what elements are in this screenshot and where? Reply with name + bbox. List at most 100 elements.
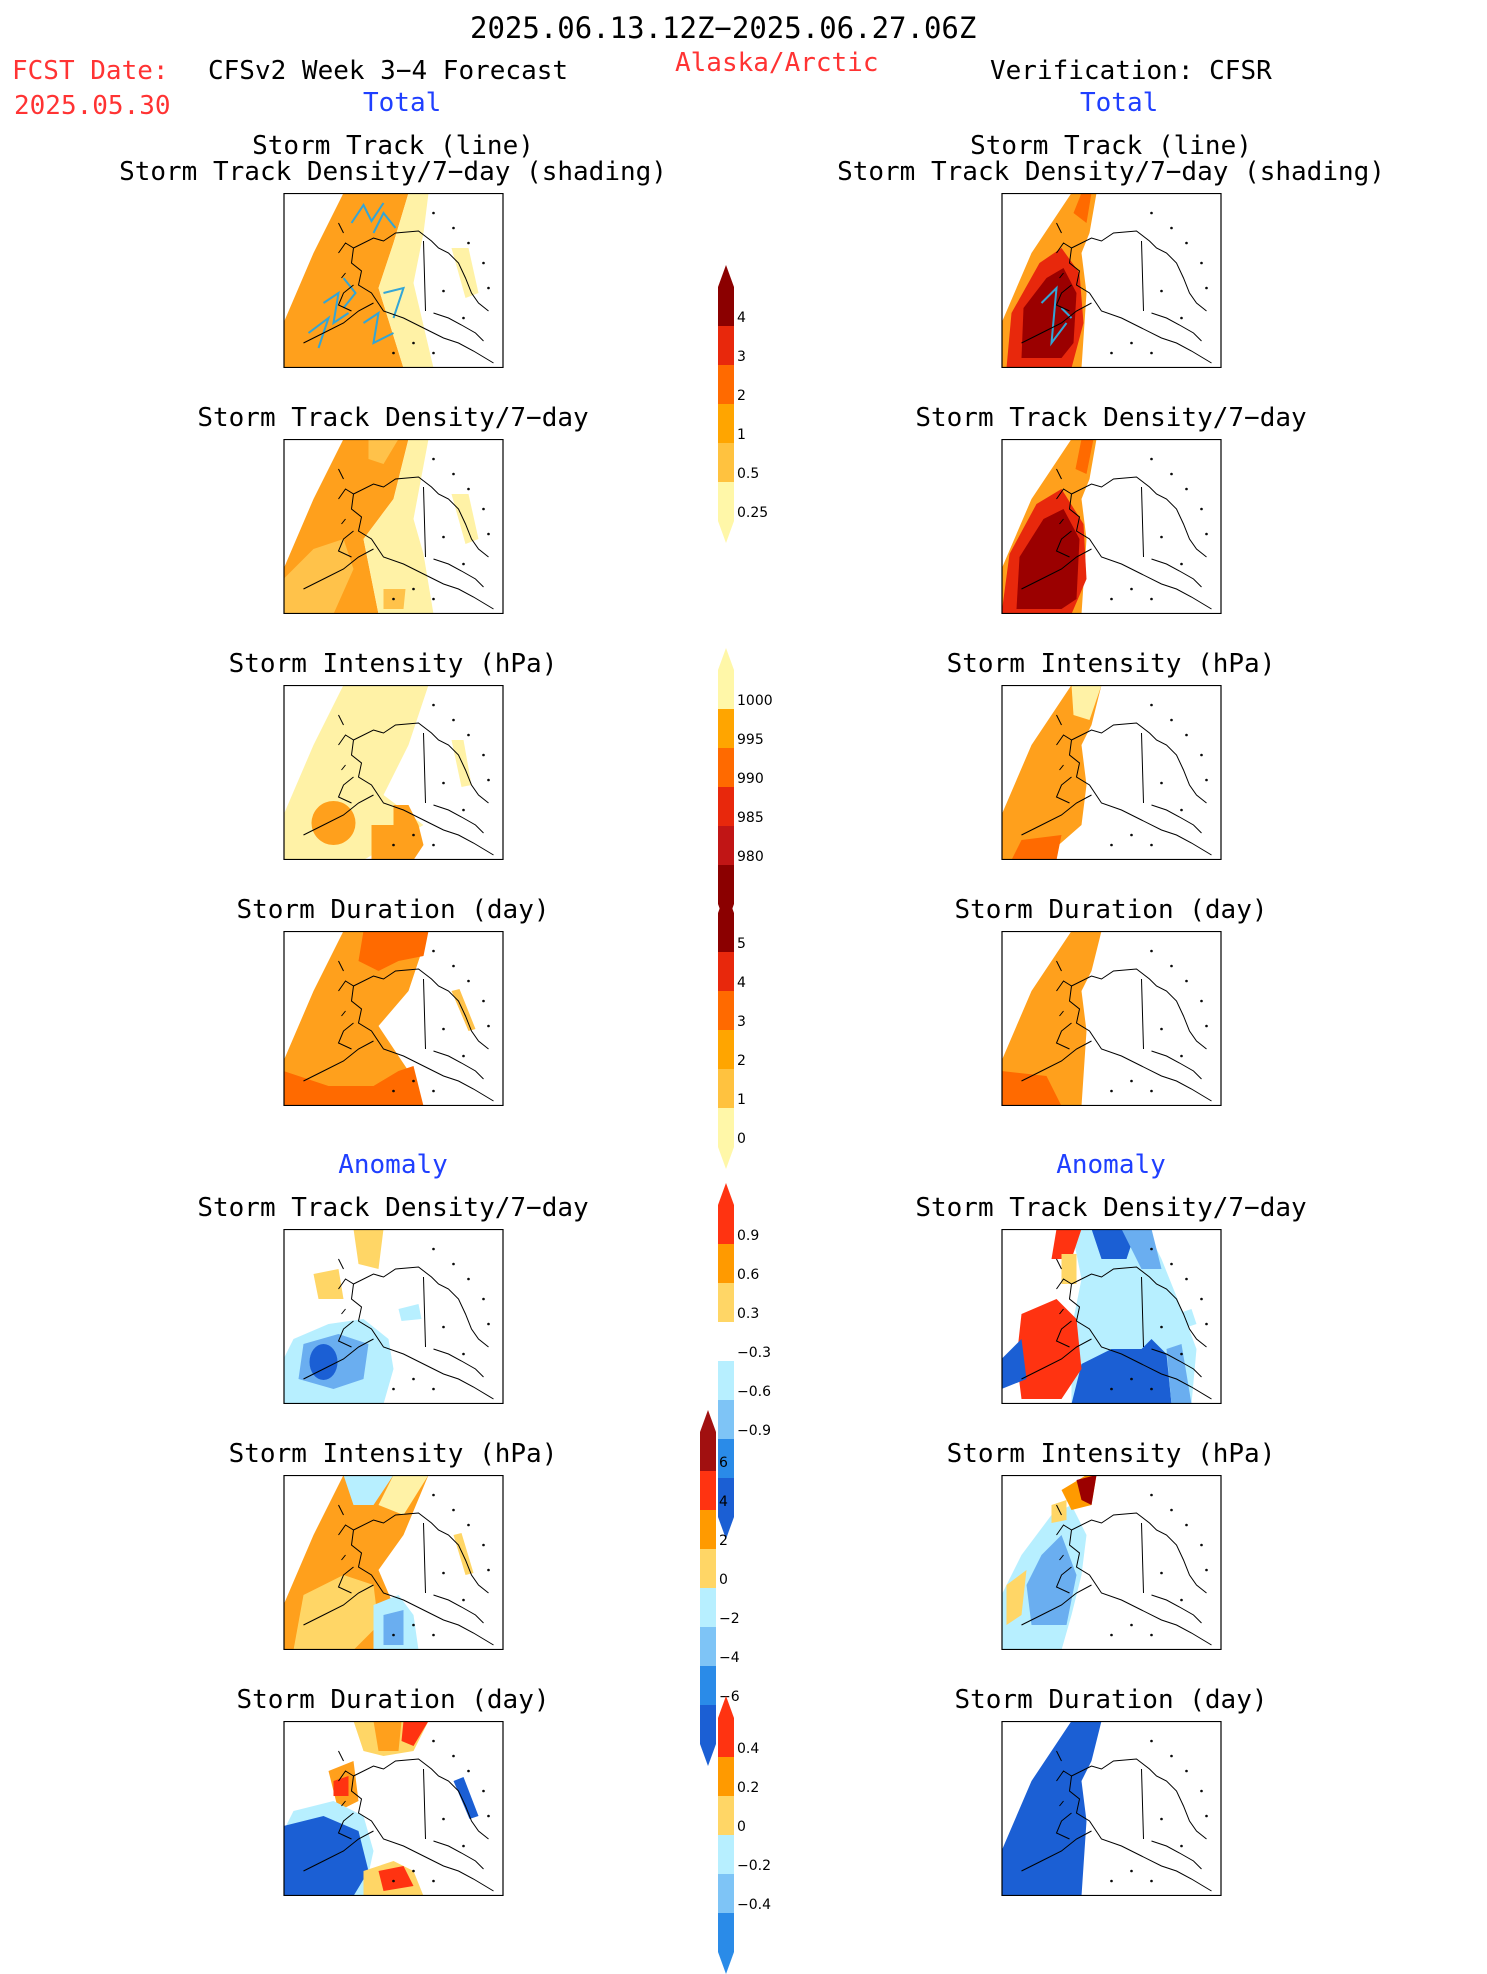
coastline [303, 1258, 494, 1400]
colorbar-tick-label: −0.2 [737, 1858, 771, 1874]
map-forecast-density-anomaly [283, 1229, 504, 1404]
colorbar-segment [718, 1874, 734, 1913]
colorbar-segment [700, 1549, 716, 1588]
coastline [303, 1504, 494, 1646]
right-intensity-title: Storm Intensity (hPa) [946, 649, 1276, 679]
colorbar-bottom-arrow [718, 1147, 734, 1169]
colorbar-tick-label: 3 [737, 1014, 746, 1030]
forecast-period-title: 2025.06.13.12Z−2025.06.27.06Z [470, 11, 977, 45]
colorbar-top-arrow [718, 648, 734, 670]
colorbar-segment [718, 1400, 734, 1439]
colorbar-tick-label: 0.5 [737, 466, 759, 482]
colorbar-tick-label: 3 [737, 349, 746, 365]
colorbar-segment [700, 1705, 716, 1744]
coastline [303, 222, 494, 364]
colorbar-tick-label: 990 [737, 771, 764, 787]
right-track-line-title: Storm Track (line) [970, 131, 1252, 161]
colorbar-tick-label: 0 [737, 1819, 746, 1835]
left-total-label: Total [363, 88, 442, 118]
colorbar-bottom-arrow [700, 1744, 716, 1766]
colorbar-segment [718, 1030, 734, 1069]
coastline [303, 714, 494, 856]
colorbar-tick-label: 2 [737, 1053, 746, 1069]
colorbar-tick-label: 0.4 [737, 1741, 759, 1757]
right-column-title: Verification: CFSR [990, 56, 1272, 86]
colorbar-tick-label: 2 [719, 1533, 728, 1549]
colorbar-segment [718, 1205, 734, 1244]
map-cfsr-duration-anomaly [1001, 1721, 1222, 1896]
map-forecast-intensity-anomaly [283, 1475, 504, 1650]
left-intensity-title: Storm Intensity (hPa) [228, 649, 558, 679]
colorbar-segment [718, 1361, 734, 1400]
right-anomaly-label: Anomaly [1056, 1150, 1166, 1180]
colorbar-tick-label: 0.6 [737, 1267, 759, 1283]
colorbar-intensity: 1000 995 990 985 980 [718, 648, 798, 926]
map-forecast-intensity-total [283, 685, 504, 860]
colorbar-segment [718, 1439, 734, 1478]
map-cfsr-density-anomaly [1001, 1229, 1222, 1404]
map-forecast-duration-anomaly [283, 1721, 504, 1896]
colorbar-tick-label: 995 [737, 732, 764, 748]
colorbar-tick-label: 1000 [737, 693, 773, 709]
right-anom-intensity-title: Storm Intensity (hPa) [946, 1439, 1276, 1469]
colorbar-tick-label: 4 [737, 975, 746, 991]
region-title: Alaska/Arctic [675, 48, 879, 78]
colorbar-bottom-arrow [718, 1517, 734, 1539]
left-anomaly-label: Anomaly [338, 1150, 448, 1180]
colorbar-segment [700, 1510, 716, 1549]
colorbar-anomaly-density: 0.9 0.6 0.3 −0.3 −0.6 −0.9 [718, 1183, 798, 1539]
colorbar-bottom-arrow [718, 521, 734, 543]
colorbar-segment [718, 1108, 734, 1147]
colorbar-segment [718, 1796, 734, 1835]
colorbar-tick-label: 4 [719, 1494, 728, 1510]
coastline [1021, 222, 1212, 364]
left-anom-intensity-title: Storm Intensity (hPa) [228, 1439, 558, 1469]
coastline [1021, 1258, 1212, 1400]
colorbar-tick-label: 985 [737, 810, 764, 826]
left-anom-density-title: Storm Track Density/7−day [197, 1193, 589, 1223]
map-cfsr-intensity-anomaly [1001, 1475, 1222, 1650]
colorbar-segment [700, 1432, 716, 1471]
colorbar-tick-label: −0.4 [737, 1897, 771, 1913]
colorbar-segment [718, 787, 734, 826]
colorbar-bottom-arrow [718, 1952, 734, 1974]
left-track-shading-title: Storm Track Density/7−day (shading) [119, 157, 667, 187]
right-track-shading-title: Storm Track Density/7−day (shading) [837, 157, 1385, 187]
colorbar-segment [718, 1322, 734, 1361]
colorbar-tick-label: −0.9 [737, 1423, 771, 1439]
colorbar-duration: 5 4 3 2 1 0 [718, 891, 798, 1169]
map-cfsr-density-total [1001, 439, 1222, 614]
right-total-label: Total [1080, 88, 1159, 118]
colorbar-segment [718, 1718, 734, 1757]
colorbar-tick-label: 4 [737, 310, 746, 326]
colorbar-tick-label: 0 [737, 1131, 746, 1147]
map-forecast-density-total [283, 439, 504, 614]
left-density-title: Storm Track Density/7−day [197, 403, 589, 433]
colorbar-tick-label: 0.9 [737, 1228, 759, 1244]
fcst-date-label: FCST Date: [12, 56, 169, 86]
colorbar-top-arrow [718, 1183, 734, 1205]
map-forecast-track-total [283, 193, 504, 368]
colorbar-segment [700, 1471, 716, 1510]
coastline [303, 468, 494, 610]
colorbar-segment [718, 1244, 734, 1283]
coastline [303, 960, 494, 1102]
colorbar-segment [718, 365, 734, 404]
colorbar-segment [718, 1478, 734, 1517]
colorbar-segment [718, 709, 734, 748]
colorbar-tick-label: −0.6 [737, 1384, 771, 1400]
colorbar-tick-label: 0.3 [737, 1306, 759, 1322]
colorbar-segment [718, 326, 734, 365]
colorbar-top-arrow [718, 1696, 734, 1718]
coastline [1021, 1504, 1212, 1646]
coastline [1021, 468, 1212, 610]
colorbar-top-arrow [700, 1410, 716, 1432]
colorbar-tick-label: 5 [737, 936, 746, 952]
map-cfsr-track-total [1001, 193, 1222, 368]
colorbar-segment [718, 287, 734, 326]
coastline [1021, 1750, 1212, 1892]
colorbar-tick-label: 6 [719, 1455, 728, 1471]
colorbar-segment [718, 482, 734, 521]
colorbar-top-arrow [718, 265, 734, 287]
colorbar-tick-label: 0.25 [737, 505, 768, 521]
